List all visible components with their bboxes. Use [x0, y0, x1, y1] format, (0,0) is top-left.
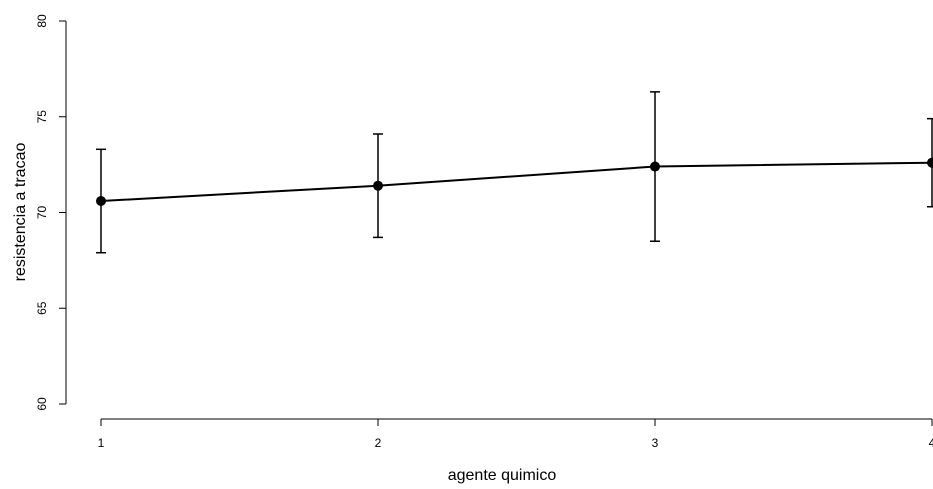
x-tick-label: 4: [929, 436, 933, 450]
x-axis-label: agente quimico: [448, 467, 557, 484]
data-point: [373, 180, 383, 191]
y-tick-label: 70: [35, 206, 49, 220]
data-point: [650, 161, 660, 172]
y-tick-label: 60: [35, 397, 49, 411]
plot-area: 60 65 70 75 80 1 2 3 4: [35, 14, 933, 450]
y-tick-label: 80: [35, 14, 49, 28]
x-tick-label: 3: [652, 436, 659, 450]
x-tick-label: 1: [98, 436, 105, 450]
y-tick-label: 65: [35, 301, 49, 315]
data-point: [96, 196, 106, 207]
x-tick-label: 2: [375, 436, 382, 450]
data-point: [927, 157, 933, 168]
y-axis-label: resistencia a tracao: [12, 143, 29, 282]
y-tick-label: 75: [35, 110, 49, 124]
series-line: [100, 161, 933, 203]
